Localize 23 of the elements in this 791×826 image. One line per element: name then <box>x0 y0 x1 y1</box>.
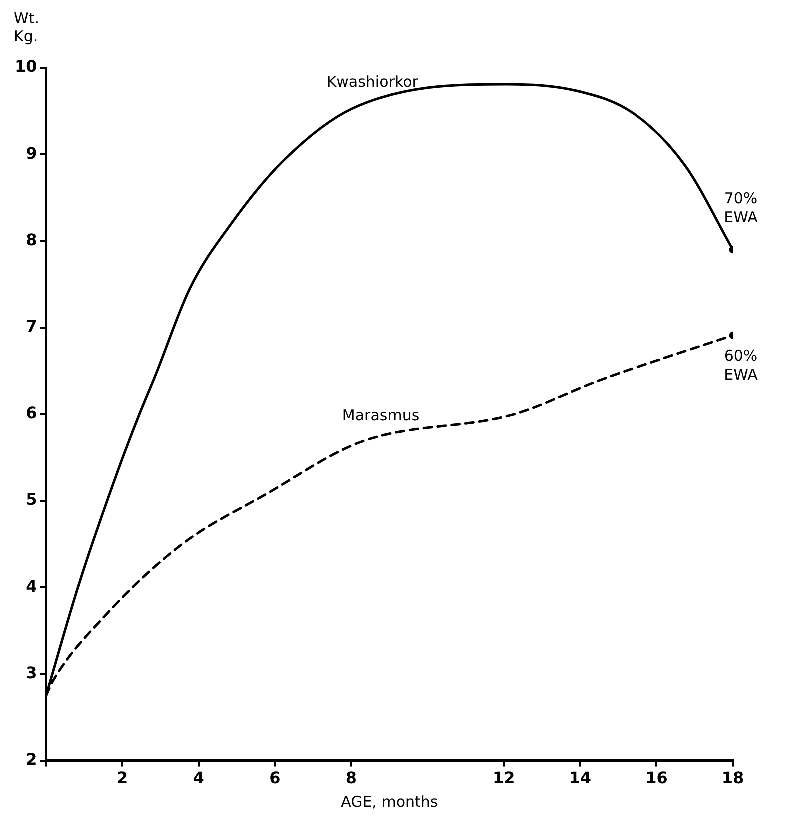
x-tick-label: 16 <box>646 768 668 788</box>
y-tick-label: 2 <box>26 750 38 769</box>
y-tick-label: 6 <box>26 404 38 423</box>
annotation: 70% EWA <box>724 189 759 226</box>
y-tick-label: 7 <box>26 316 38 336</box>
x-tick-label: 8 <box>346 768 358 788</box>
x-tick-label: 2 <box>117 768 128 788</box>
x-tick-label: 6 <box>270 768 281 788</box>
x-tick-label: 4 <box>193 768 204 788</box>
annotation: 60% EWA <box>724 346 759 384</box>
x-tick-label: 14 <box>569 768 592 788</box>
series-label: Kwashiorkor <box>326 73 420 92</box>
y-tick-label: 3 <box>26 663 38 682</box>
y-tick-label: 9 <box>26 144 38 163</box>
x-tick-label: 18 <box>722 768 744 788</box>
y-tick-label: 8 <box>26 230 38 250</box>
y-tick-label: 5 <box>26 490 38 510</box>
y-axis-title: Wt. Kg. <box>14 9 40 46</box>
y-tick-label: 10 <box>15 57 38 76</box>
x-axis-title: AGE, months <box>341 792 438 811</box>
y-tick-label: 4 <box>26 576 38 596</box>
x-tick-label: 12 <box>492 768 516 788</box>
series-label: Marasmus <box>342 406 420 425</box>
